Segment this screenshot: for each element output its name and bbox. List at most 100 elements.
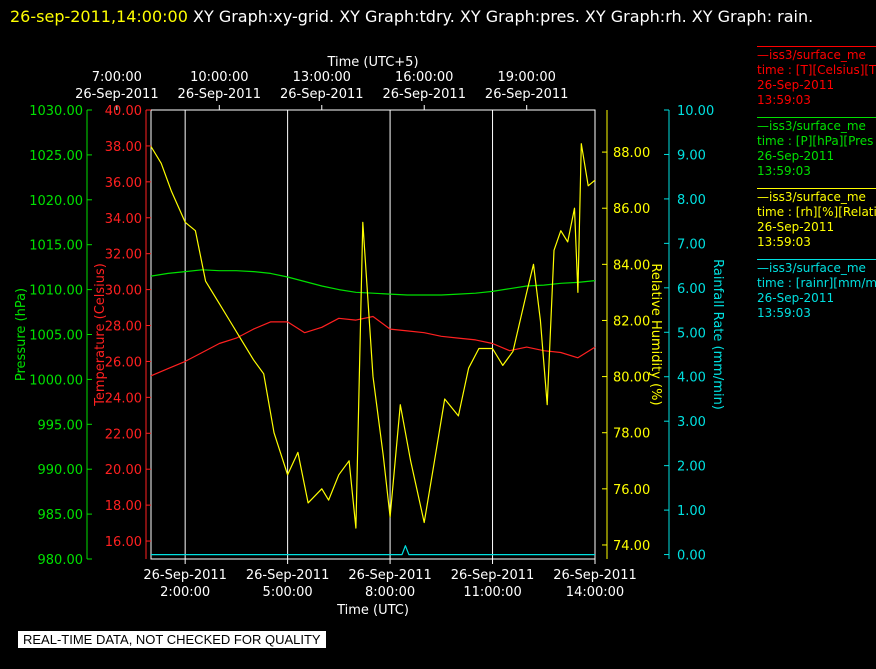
humidity-series-line [150,143,596,529]
x-tick-label-top-time: 16:00:00 [395,70,453,85]
legend-entry: —iss3/surface_me time : [T][Celsius][T 26-… [757,46,876,108]
temperature-tick-label: 38.00 [105,140,142,155]
x-tick-label-time: 14:00:00 [566,585,624,600]
legend-entry-line: —iss3/surface_me [757,119,866,133]
pressure-tick-label: 1005.00 [29,329,83,344]
humidity-tick-label: 78.00 [613,427,650,442]
axes: 26-Sep-2011 2:00:00 26-Sep-2011 5:00:00 26-S… [14,55,725,618]
humidity-tick-label: 82.00 [613,314,650,329]
pressure-tick-label: 1000.00 [29,373,83,388]
header-datetime: 26-sep-2011,14:00:00 [10,7,188,26]
pressure-tick-label: 1030.00 [29,104,83,119]
x-tick-label-top-date: 26-Sep-2011 [485,87,569,102]
grid-lines [184,110,596,559]
temperature-tick-label: 28.00 [105,320,142,335]
rain-axis-title: Rainfall Rate (mm/min) [710,259,725,410]
humidity-axis-title: Relative Humidity (%) [648,263,663,405]
quality-warning-banner: REAL-TIME DATA, NOT CHECKED FOR QUALITY [18,631,326,648]
x-tick-label-top-time: 7:00:00 [92,70,142,85]
legend-entry-line: time : [T][Celsius][T [757,63,876,77]
temperature-tick-label: 32.00 [105,248,142,263]
temperature-tick-label: 34.00 [105,212,142,227]
legend-entry-line: time : [rh][%][Relati [757,205,876,219]
x-tick-label-top-date: 26-Sep-2011 [178,87,262,102]
temperature-tick-label: 20.00 [105,463,142,478]
humidity-tick-label: 76.00 [613,483,650,498]
x-tick-label-time: 2:00:00 [160,585,210,600]
legend-entry-line: 26-Sep-2011 [757,220,835,234]
rain-tick-label: 6.00 [677,282,706,297]
pressure-series-line [150,269,596,296]
pressure-tick-label: 1010.00 [29,284,83,299]
x-tick-label-time: 11:00:00 [463,585,521,600]
legend-entry-line: 13:59:03 [757,93,811,107]
legend-entry-line: time : [P][hPa][Pres [757,134,874,148]
legend-entry-line: 13:59:03 [757,306,811,320]
humidity-tick-label: 74.00 [613,539,650,554]
x-tick-label-top-date: 26-Sep-2011 [382,87,466,102]
legend-entry-line: 13:59:03 [757,164,811,178]
temperature-tick-label: 26.00 [105,355,142,370]
x-tick-label-time: 5:00:00 [263,585,313,600]
x-tick-label-date: 26-Sep-2011 [348,568,432,583]
pressure-tick-label: 1020.00 [29,194,83,209]
legend-entry-line: 26-Sep-2011 [757,291,835,305]
pressure-tick-label: 985.00 [38,508,84,523]
legend: —iss3/surface_me time : [T][Celsius][T 26-… [757,46,876,330]
legend-entry-line: 26-Sep-2011 [757,149,835,163]
humidity-tick-label: 86.00 [613,202,650,217]
temperature-tick-label: 22.00 [105,427,142,442]
legend-entry-line: 13:59:03 [757,235,811,249]
temperature-tick-label: 30.00 [105,284,142,299]
pressure-tick-label: 990.00 [38,463,84,478]
x-tick-label-date: 26-Sep-2011 [451,568,535,583]
series-lines [150,143,596,556]
legend-entry: —iss3/surface_me time : [rainr][mm/mi 26-S… [757,259,876,321]
plot-area [150,109,596,560]
x-axis-label-bottom: Time (UTC) [336,603,409,618]
legend-entry-line: time : [rainr][mm/mi [757,276,876,290]
humidity-tick-label: 80.00 [613,371,650,386]
x-tick-label-time: 8:00:00 [365,585,415,600]
temperature-series-line [150,315,596,377]
rain-tick-label: 2.00 [677,460,706,475]
temperature-tick-label: 16.00 [105,535,142,550]
x-axis-label-top: Time (UTC+5) [326,55,418,70]
x-tick-label-date: 26-Sep-2011 [246,568,330,583]
header-graph-list: XY Graph:xy-grid. XY Graph:tdry. XY Grap… [187,7,814,26]
rain-tick-label: 9.00 [677,148,706,163]
pressure-tick-label: 1015.00 [29,239,83,254]
x-tick-label-top-time: 13:00:00 [293,70,351,85]
rain-tick-label: 10.00 [677,104,714,119]
x-tick-label-top-time: 10:00:00 [190,70,248,85]
legend-entry-line: —iss3/surface_me [757,261,866,275]
temperature-tick-label: 24.00 [105,391,142,406]
pressure-tick-label: 995.00 [38,418,84,433]
humidity-tick-label: 84.00 [613,258,650,273]
pressure-tick-label: 1025.00 [29,149,83,164]
rain-tick-label: 4.00 [677,371,706,386]
rain-series-line [151,545,595,556]
temperature-tick-label: 18.00 [105,499,142,514]
rain-tick-label: 0.00 [677,549,706,564]
pressure-axis-title: Pressure (hPa) [14,288,29,381]
legend-entry: —iss3/surface_me time : [P][hPa][Pres 26-S… [757,117,876,179]
pressure-tick-label: 980.00 [38,553,84,568]
temperature-tick-label: 40.00 [105,104,142,119]
temperature-axis-title: Temperature (Celsius) [93,263,108,407]
rain-tick-label: 7.00 [677,237,706,252]
x-tick-label-top-date: 26-Sep-2011 [280,87,364,102]
legend-entry-line: —iss3/surface_me [757,48,866,62]
legend-entry-line: —iss3/surface_me [757,190,866,204]
x-tick-label-date: 26-Sep-2011 [553,568,637,583]
legend-entry: —iss3/surface_me time : [rh][%][Relati 26-… [757,188,876,250]
rain-tick-label: 8.00 [677,193,706,208]
rain-tick-label: 1.00 [677,504,706,519]
rain-tick-label: 5.00 [677,326,706,341]
temperature-tick-label: 36.00 [105,176,142,191]
humidity-tick-label: 88.00 [613,146,650,161]
rain-tick-label: 3.00 [677,415,706,430]
x-tick-label-date: 26-Sep-2011 [143,568,227,583]
legend-entry-line: 26-Sep-2011 [757,78,835,92]
